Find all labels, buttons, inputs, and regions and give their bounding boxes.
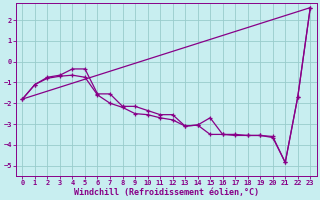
X-axis label: Windchill (Refroidissement éolien,°C): Windchill (Refroidissement éolien,°C) [74, 188, 259, 197]
